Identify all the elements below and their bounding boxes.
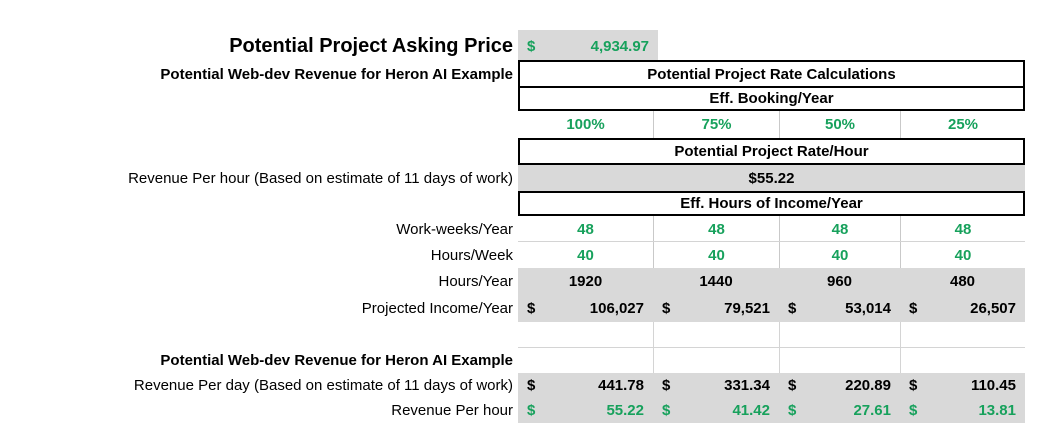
currency-symbol: $ [662, 299, 671, 317]
work-weeks-cell[interactable]: 48 [900, 216, 1025, 242]
projected-income-value: 26,507 [970, 299, 1016, 317]
hours-year-cell[interactable]: 1440 [699, 272, 733, 290]
gridline [779, 322, 780, 373]
revenue-per-hour-value: 27.61 [853, 402, 891, 419]
booking-pct-75[interactable]: 75% [653, 111, 779, 138]
currency-symbol: $ [527, 402, 536, 419]
gridline [900, 322, 901, 373]
projected-income-value: 106,027 [589, 299, 644, 317]
revenue-per-hour-value: 55.22 [606, 402, 644, 419]
currency-symbol: $ [909, 299, 918, 317]
currency-symbol: $ [909, 377, 918, 394]
currency-symbol: $ [662, 402, 671, 419]
hours-year-cell[interactable]: 960 [826, 272, 853, 290]
booking-pct-25[interactable]: 25% [900, 111, 1025, 138]
work-weeks-cell[interactable]: 48 [653, 216, 779, 242]
currency-symbol: $ [527, 38, 536, 55]
booking-pct-100[interactable]: 100% [566, 116, 605, 133]
projected-income-label[interactable]: Projected Income/Year [361, 299, 513, 317]
hours-week-cell[interactable]: 40 [653, 242, 779, 268]
eff-booking-year-header[interactable]: Eff. Booking/Year [709, 90, 834, 107]
work-weeks-cell[interactable]: 48 [577, 220, 594, 238]
subtitle-top[interactable]: Potential Web-dev Revenue for Heron AI E… [160, 65, 513, 83]
revenue-per-day-cell[interactable]: $ 220.89 [779, 373, 900, 398]
revenue-per-hour-cell[interactable]: $ 55.22 [518, 398, 653, 423]
eff-hours-header-box: Eff. Hours of Income/Year [518, 191, 1025, 216]
revenue-per-day-cell[interactable]: $ 441.78 [518, 373, 653, 398]
hours-year-cell[interactable]: 480 [949, 272, 976, 290]
hours-year-label[interactable]: Hours/Year [438, 272, 514, 290]
projected-income-value: 79,521 [724, 299, 770, 317]
currency-symbol: $ [788, 299, 797, 317]
revenue-per-day-value: 441.78 [598, 377, 644, 394]
revenue-per-hour-cell[interactable]: $ 27.61 [779, 398, 900, 423]
revenue-per-day-value: 220.89 [845, 377, 891, 394]
projected-income-value: 53,014 [845, 299, 891, 317]
revenue-per-day-cell[interactable]: $ 331.34 [653, 373, 779, 398]
currency-symbol: $ [909, 402, 918, 419]
projected-income-cell[interactable]: $ 106,027 [518, 294, 653, 322]
currency-symbol: $ [662, 377, 671, 394]
gray-fill-block [518, 268, 1025, 322]
rate-value-cell[interactable]: $55.22 [518, 165, 1025, 191]
asking-price-label[interactable]: Potential Project Asking Price [229, 35, 513, 57]
rate-per-hour-header[interactable]: Potential Project Rate/Hour [674, 143, 869, 160]
hours-week-cell[interactable]: 40 [900, 242, 1025, 268]
projected-income-cell[interactable]: $ 79,521 [653, 294, 779, 322]
work-weeks-label[interactable]: Work-weeks/Year [396, 220, 513, 238]
revenue-per-day-value: 110.45 [970, 377, 1016, 394]
currency-symbol: $ [527, 299, 536, 317]
rate-per-hour-label[interactable]: Revenue Per hour (Based on estimate of 1… [128, 169, 513, 187]
gridline [518, 347, 1025, 348]
currency-symbol: $ [527, 377, 536, 394]
hours-year-cell[interactable]: 1920 [568, 272, 603, 290]
asking-price-cell[interactable]: $ 4,934.97 [518, 30, 658, 63]
hours-week-cell[interactable]: 40 [779, 242, 900, 268]
rate-calculations-header[interactable]: Potential Project Rate Calculations [520, 62, 1023, 88]
work-weeks-cell[interactable]: 48 [779, 216, 900, 242]
hours-week-cell[interactable]: 40 [577, 246, 594, 264]
revenue-per-day-value: 331.34 [724, 377, 770, 394]
revenue-per-hour-value: 13.81 [978, 402, 1016, 419]
projected-income-cell[interactable]: $ 26,507 [900, 294, 1025, 322]
gridline [653, 322, 654, 373]
gridline [518, 241, 1025, 242]
revenue-per-day-label[interactable]: Revenue Per day (Based on estimate of 11… [133, 377, 513, 394]
subtitle-bottom[interactable]: Potential Web-dev Revenue for Heron AI E… [160, 351, 513, 369]
currency-symbol: $ [788, 377, 797, 394]
revenue-per-hour-value: 41.42 [732, 402, 770, 419]
rate-calculations-header-box: Potential Project Rate Calculations Eff.… [518, 60, 1025, 111]
hours-week-label[interactable]: Hours/Week [430, 246, 513, 264]
gray-fill-block [518, 373, 1025, 423]
revenue-per-hour-cell[interactable]: $ 41.42 [653, 398, 779, 423]
revenue-per-day-cell[interactable]: $ 110.45 [900, 373, 1025, 398]
rate-per-hour-header-box: Potential Project Rate/Hour [518, 138, 1025, 165]
revenue-per-hour-label[interactable]: Revenue Per hour [391, 402, 513, 419]
booking-pct-50[interactable]: 50% [779, 111, 900, 138]
projected-income-cell[interactable]: $ 53,014 [779, 294, 900, 322]
currency-symbol: $ [788, 402, 797, 419]
revenue-per-hour-cell[interactable]: $ 13.81 [900, 398, 1025, 423]
asking-price-value: 4,934.97 [590, 38, 649, 55]
eff-hours-income-header[interactable]: Eff. Hours of Income/Year [680, 195, 863, 212]
